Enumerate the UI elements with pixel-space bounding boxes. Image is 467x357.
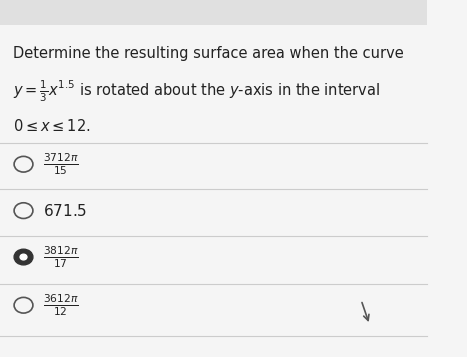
Text: $\frac{3812\pi}{17}$: $\frac{3812\pi}{17}$ bbox=[43, 244, 78, 270]
Circle shape bbox=[14, 249, 33, 265]
Text: $\frac{3612\pi}{12}$: $\frac{3612\pi}{12}$ bbox=[43, 292, 78, 318]
Circle shape bbox=[20, 254, 27, 260]
FancyBboxPatch shape bbox=[0, 0, 427, 25]
Text: $671.5$: $671.5$ bbox=[43, 203, 87, 218]
Text: $y = \frac{1}{3}x^{1.5}$ is rotated about the $y$-axis in the interval: $y = \frac{1}{3}x^{1.5}$ is rotated abou… bbox=[13, 79, 380, 104]
Text: $0 \leq x \leq 12.$: $0 \leq x \leq 12.$ bbox=[13, 118, 91, 134]
Text: $\frac{3712\pi}{15}$: $\frac{3712\pi}{15}$ bbox=[43, 151, 78, 177]
Text: Determine the resulting surface area when the curve: Determine the resulting surface area whe… bbox=[13, 46, 403, 61]
